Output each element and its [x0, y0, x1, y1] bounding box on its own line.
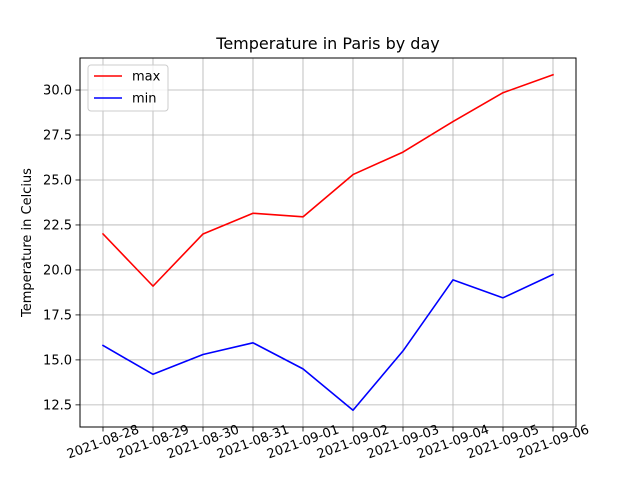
y-tick-label: 15.0 — [43, 353, 72, 368]
y-tick-label: 25.0 — [43, 173, 72, 188]
series-line-min — [101, 273, 555, 412]
grid-lines — [80, 58, 576, 427]
series-line-max — [101, 73, 555, 287]
legend: max min — [87, 64, 169, 112]
y-axis-label: Temperature in Celcius — [20, 168, 35, 318]
legend-label-min: min — [132, 92, 157, 107]
y-tick-label: 20.0 — [43, 263, 72, 278]
y-tick-label: 22.5 — [43, 218, 72, 233]
y-tick-label: 12.5 — [43, 398, 72, 413]
y-tick-label: 30.0 — [43, 84, 72, 99]
x-axis-ticks: 2021-08-282021-08-292021-08-302021-08-31… — [65, 423, 591, 463]
y-axis-ticks: 12.5 15.0 17.5 20.0 22.5 25.0 27.5 30.0 — [43, 84, 80, 413]
y-tick-label: 27.5 — [43, 129, 72, 144]
y-tick-label: 17.5 — [43, 308, 72, 323]
chart-title: Temperature in Paris by day — [215, 34, 439, 53]
series-lines — [101, 73, 555, 412]
plot-frame — [79, 57, 577, 428]
legend-label-max: max — [132, 70, 161, 85]
